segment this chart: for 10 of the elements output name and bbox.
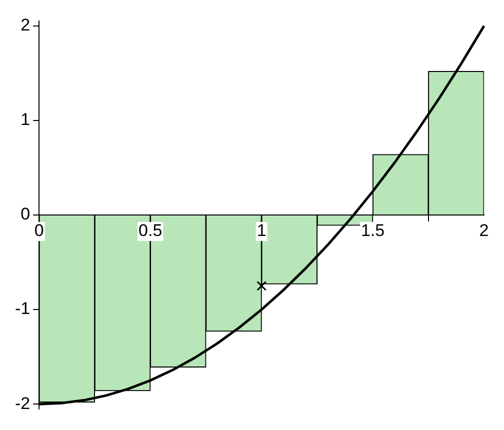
x-tick-label: 2 — [479, 221, 489, 240]
x-tick-label: 0 — [34, 221, 44, 240]
x-tick-label: 0.5 — [138, 221, 162, 240]
y-tick-label: 1 — [20, 110, 30, 130]
y-tick-label: -1 — [14, 299, 30, 318]
x-tick-label: 1 — [256, 221, 266, 240]
y-tick-label: -2 — [14, 394, 30, 413]
y-tick-label: 0 — [20, 204, 30, 224]
x-tick-label: 1.5 — [360, 221, 385, 240]
y-tick-label: 2 — [20, 16, 30, 35]
